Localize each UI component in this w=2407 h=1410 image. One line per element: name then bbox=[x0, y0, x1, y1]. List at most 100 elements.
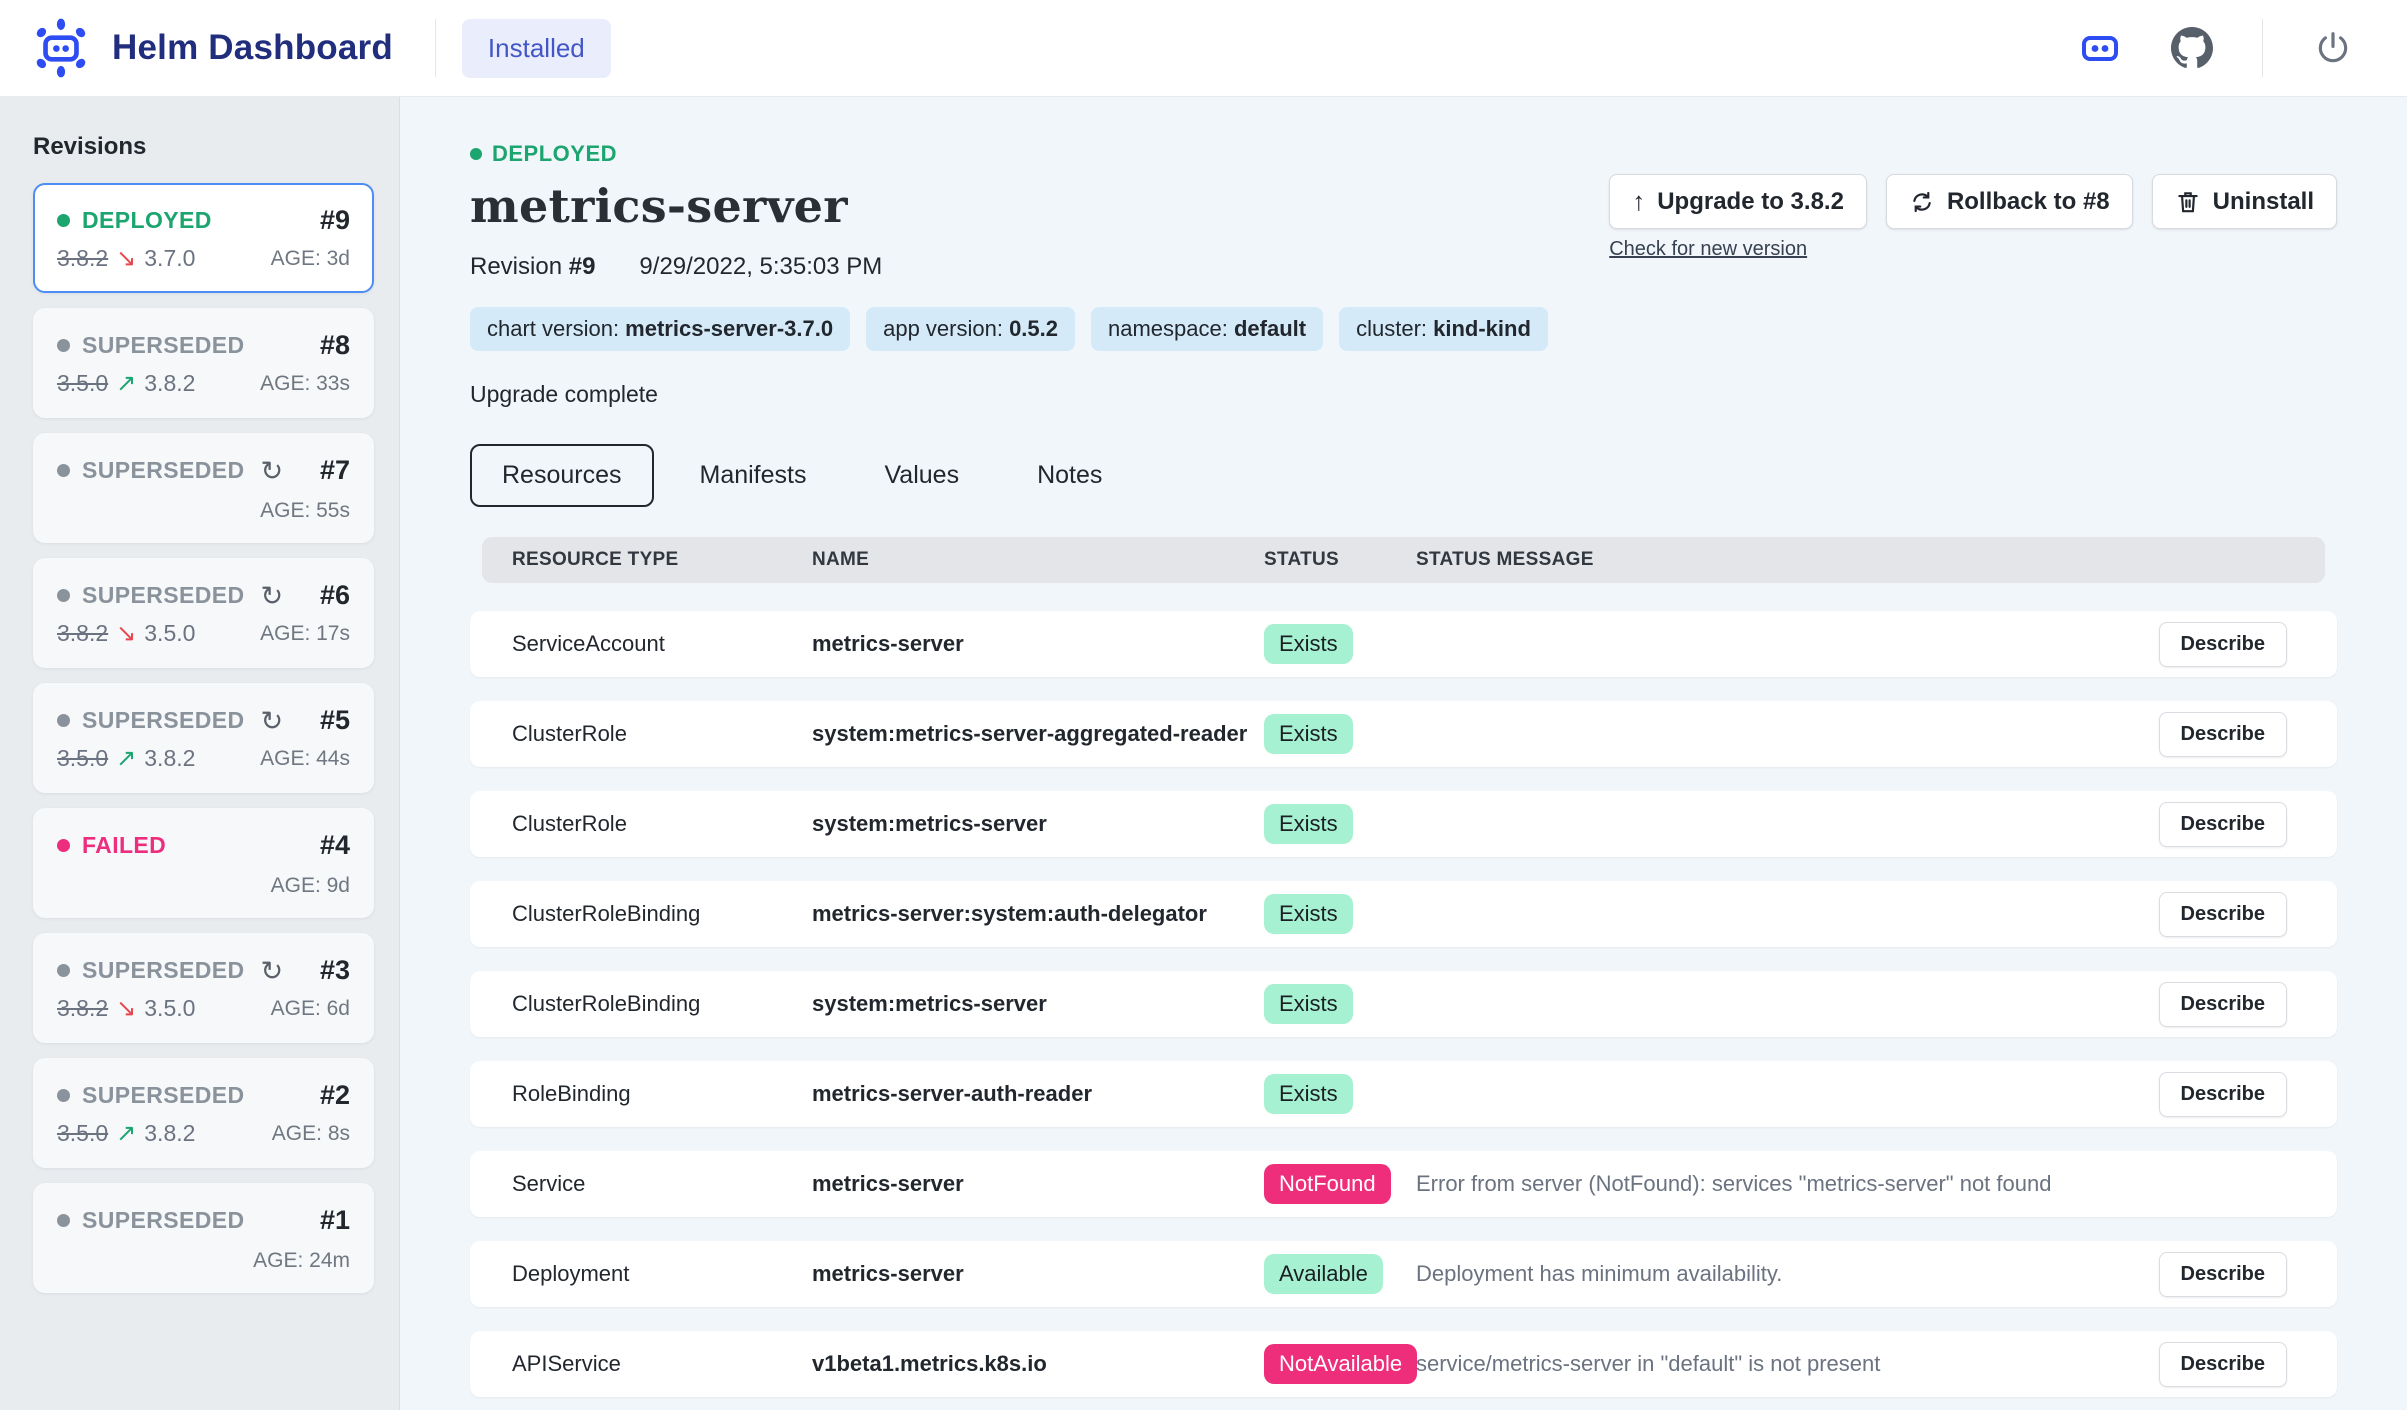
revision-card-top: SUPERSEDED #1 bbox=[57, 1205, 350, 1236]
resource-type-cell: ServiceAccount bbox=[512, 631, 665, 656]
shutdown-power-icon[interactable] bbox=[2311, 26, 2355, 70]
status-dot-icon bbox=[57, 589, 70, 602]
describe-button[interactable]: Describe bbox=[2158, 1251, 2287, 1297]
check-new-version-link[interactable]: Check for new version bbox=[1609, 238, 1808, 260]
revision-card-bottom: 3.5.0 ↗ 3.8.2 AGE: 33s bbox=[57, 369, 350, 398]
revision-status-label: SUPERSEDED bbox=[57, 1082, 244, 1109]
status-dot-icon bbox=[57, 1089, 70, 1102]
revision-card[interactable]: SUPERSEDED ↻ #7 AGE: 55s bbox=[33, 433, 374, 543]
revision-card[interactable]: SUPERSEDED #1 AGE: 24m bbox=[33, 1183, 374, 1293]
meta-chip: app version: 0.5.2 bbox=[866, 307, 1075, 351]
revision-card-bottom: 3.8.2 ↘ 3.7.0 AGE: 3d bbox=[57, 244, 350, 273]
revision-card-bottom: AGE: 24m bbox=[57, 1249, 350, 1273]
describe-button[interactable]: Describe bbox=[2158, 801, 2287, 847]
table-row: Deployment metrics-server Available Deploym… bbox=[470, 1241, 2337, 1307]
revision-age: AGE: 3d bbox=[270, 246, 350, 270]
chip-label: namespace: bbox=[1108, 316, 1234, 341]
revision-status-label: SUPERSEDED bbox=[57, 1207, 244, 1234]
chip-value: default bbox=[1233, 316, 1307, 341]
describe-button[interactable]: Describe bbox=[2158, 1341, 2287, 1387]
resource-type-cell: Service bbox=[512, 1171, 586, 1196]
col-header-resource-type: RESOURCE TYPE bbox=[512, 549, 679, 570]
github-icon[interactable] bbox=[2170, 26, 2214, 70]
resource-status-cell: Exists bbox=[1264, 624, 1416, 664]
revision-status-text: SUPERSEDED bbox=[82, 1082, 245, 1108]
status-badge: NotFound bbox=[1264, 1164, 1391, 1204]
app-title: Helm Dashboard bbox=[112, 28, 393, 67]
table-row: APIService v1beta1.metrics.k8s.io NotAvail… bbox=[470, 1331, 2337, 1397]
detail-tabs: Resources Manifests Values Notes bbox=[470, 444, 2337, 507]
tab-notes[interactable]: Notes bbox=[1037, 461, 1103, 489]
describe-cell: Describe bbox=[2158, 621, 2337, 667]
clusters-icon[interactable] bbox=[2078, 26, 2122, 70]
revision-status-text: SUPERSEDED bbox=[82, 582, 245, 608]
status-badge: NotAvailable bbox=[1264, 1344, 1418, 1384]
trash-icon bbox=[2175, 189, 2201, 215]
old-version: 3.5.0 bbox=[57, 370, 109, 396]
revision-age: AGE: 44s bbox=[260, 746, 350, 770]
revision-card-top: SUPERSEDED #2 bbox=[57, 1080, 350, 1111]
status-message-cell: Error from server (NotFound): services "… bbox=[1416, 1171, 2052, 1196]
resources-table: RESOURCE TYPE NAME STATUS STATUS MESSAGE… bbox=[470, 537, 2337, 1397]
status-dot-icon bbox=[57, 839, 70, 852]
rollback-sync-icon bbox=[1909, 189, 1935, 215]
deployed-timestamp: 9/29/2022, 5:35:03 PM bbox=[639, 253, 883, 280]
old-version: 3.8.2 bbox=[57, 620, 109, 646]
describe-button[interactable]: Describe bbox=[2158, 981, 2287, 1027]
resource-name-cell: v1beta1.metrics.k8s.io bbox=[812, 1351, 1047, 1376]
chip-label: chart version: bbox=[487, 316, 626, 341]
status-dot-icon bbox=[470, 148, 482, 160]
revision-status-text: FAILED bbox=[82, 832, 167, 858]
resource-status-cell: Exists bbox=[1264, 894, 1416, 934]
resource-type-cell: ClusterRole bbox=[512, 811, 627, 836]
revision-age: AGE: 33s bbox=[260, 371, 350, 395]
resource-status-cell: Exists bbox=[1264, 984, 1416, 1024]
resource-name-cell: metrics-server bbox=[812, 631, 964, 656]
resource-name-cell: system:metrics-server bbox=[812, 811, 1047, 836]
describe-button[interactable]: Describe bbox=[2158, 891, 2287, 937]
new-version: 3.8.2 bbox=[144, 745, 196, 771]
revision-card[interactable]: SUPERSEDED ↻ #6 3.8.2 ↘ 3.5.0 AGE: 17s bbox=[33, 558, 374, 668]
uninstall-button[interactable]: Uninstall bbox=[2151, 174, 2337, 229]
describe-button[interactable]: Describe bbox=[2158, 621, 2287, 667]
status-badge: Exists bbox=[1264, 714, 1353, 754]
table-row: Service metrics-server NotFound Error from … bbox=[470, 1151, 2337, 1217]
resource-type-cell: ClusterRoleBinding bbox=[512, 901, 701, 926]
release-actions: ↑ Upgrade to 3.8.2 Check for new version… bbox=[1609, 174, 2337, 261]
tab-values[interactable]: Values bbox=[884, 461, 960, 489]
describe-button[interactable]: Describe bbox=[2158, 1071, 2287, 1117]
revision-card-bottom: 3.8.2 ↘ 3.5.0 AGE: 17s bbox=[57, 619, 350, 648]
tab-resources[interactable]: Resources bbox=[470, 444, 654, 507]
release-status-label: DEPLOYED bbox=[492, 141, 618, 166]
revision-card-bottom: 3.5.0 ↗ 3.8.2 AGE: 8s bbox=[57, 1119, 350, 1148]
revision-card[interactable]: SUPERSEDED ↻ #3 3.8.2 ↘ 3.5.0 AGE: 6d bbox=[33, 933, 374, 1043]
revision-card[interactable]: FAILED #4 AGE: 9d bbox=[33, 808, 374, 918]
chip-label: app version: bbox=[883, 316, 1010, 341]
reconfigure-icon: ↻ bbox=[260, 705, 284, 736]
new-version: 3.7.0 bbox=[144, 245, 196, 271]
version-change: 3.8.2 ↘ 3.7.0 bbox=[57, 244, 195, 273]
table-row: ClusterRoleBinding system:metrics-server E… bbox=[470, 971, 2337, 1037]
installed-nav-button[interactable]: Installed bbox=[461, 18, 611, 78]
revision-card[interactable]: SUPERSEDED #2 3.5.0 ↗ 3.8.2 AGE: 8s bbox=[33, 1058, 374, 1168]
revision-age: AGE: 55s bbox=[260, 499, 350, 522]
revision-card-top: SUPERSEDED ↻ #3 bbox=[57, 955, 350, 986]
revision-card[interactable]: DEPLOYED #9 3.8.2 ↘ 3.7.0 AGE: 3d bbox=[33, 183, 374, 293]
resource-type-cell: APIService bbox=[512, 1351, 621, 1376]
version-change: 3.5.0 ↗ 3.8.2 bbox=[57, 369, 195, 398]
rollback-button[interactable]: Rollback to #8 bbox=[1885, 174, 2133, 229]
revision-status-text: SUPERSEDED bbox=[82, 1207, 245, 1233]
upgrade-button[interactable]: ↑ Upgrade to 3.8.2 bbox=[1609, 174, 1867, 229]
chip-label: cluster: bbox=[1356, 316, 1434, 341]
status-dot-icon bbox=[57, 1214, 70, 1227]
status-message-cell: Deployment has minimum availability. bbox=[1416, 1261, 1783, 1286]
reconfigure-icon: ↻ bbox=[260, 455, 284, 486]
revision-card-bottom: AGE: 55s bbox=[57, 499, 350, 523]
revision-card[interactable]: SUPERSEDED #8 3.5.0 ↗ 3.8.2 AGE: 33s bbox=[33, 308, 374, 418]
tab-manifests[interactable]: Manifests bbox=[699, 461, 807, 489]
describe-button[interactable]: Describe bbox=[2158, 711, 2287, 757]
resource-type-cell: Deployment bbox=[512, 1261, 630, 1286]
revision-card[interactable]: SUPERSEDED ↻ #5 3.5.0 ↗ 3.8.2 AGE: 44s bbox=[33, 683, 374, 793]
revision-status-label: SUPERSEDED bbox=[57, 332, 244, 359]
release-meta-chips: chart version: metrics-server-3.7.0 app v… bbox=[470, 307, 2337, 351]
